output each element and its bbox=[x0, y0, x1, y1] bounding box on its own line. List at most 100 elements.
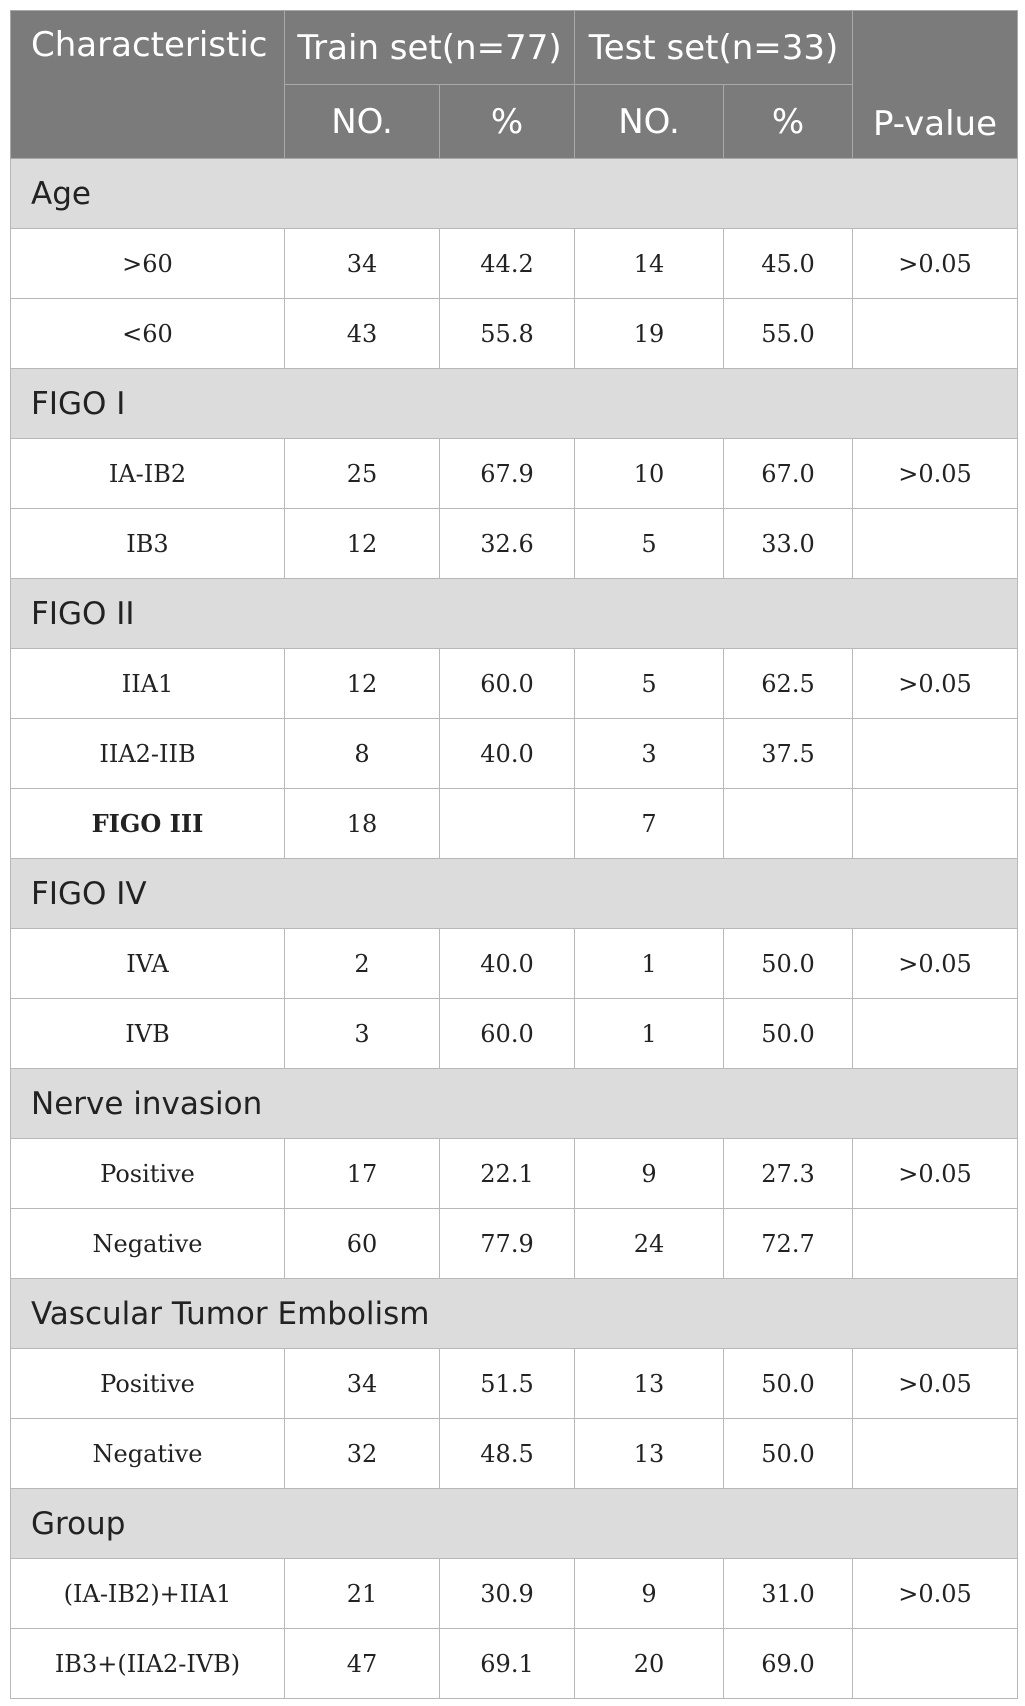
cell-train-no: 8 bbox=[284, 718, 440, 789]
row-label: IIA2-IIB bbox=[10, 718, 285, 789]
table-row: Negative 60 77.9 24 72.7 bbox=[10, 1208, 1018, 1279]
row-label: FIGO III bbox=[10, 788, 285, 859]
cell-test-no: 5 bbox=[574, 648, 724, 719]
cell-test-pct bbox=[723, 788, 853, 859]
row-label: IVB bbox=[10, 998, 285, 1069]
cell-test-pct: 27.3 bbox=[723, 1138, 853, 1209]
cell-test-no: 3 bbox=[574, 718, 724, 789]
section-row: Nerve invasion bbox=[10, 1068, 1018, 1139]
table-row: (IA-IB2)+IIA1 21 30.9 9 31.0 >0.05 bbox=[10, 1558, 1018, 1629]
cell-train-pct bbox=[439, 788, 575, 859]
table-row: FIGO III 18 7 bbox=[10, 788, 1018, 859]
cell-test-no: 9 bbox=[574, 1558, 724, 1629]
cell-test-no: 5 bbox=[574, 508, 724, 579]
cell-p-value: >0.05 bbox=[852, 1558, 1018, 1629]
section-label: Vascular Tumor Embolism bbox=[10, 1278, 1018, 1349]
header-p-value: P-value bbox=[852, 10, 1018, 159]
table-row: IB3 12 32.6 5 33.0 bbox=[10, 508, 1018, 579]
row-label: IB3+(IIA2-IVB) bbox=[10, 1628, 285, 1699]
cell-train-no: 43 bbox=[284, 298, 440, 369]
row-label: IVA bbox=[10, 928, 285, 999]
cell-train-pct: 51.5 bbox=[439, 1348, 575, 1419]
cell-test-pct: 45.0 bbox=[723, 228, 853, 299]
cell-p-value bbox=[852, 1628, 1018, 1699]
table-row: IA-IB2 25 67.9 10 67.0 >0.05 bbox=[10, 438, 1018, 509]
table-body: Age >60 34 44.2 14 45.0 >0.05 <60 43 55.8 19 55.0 FI… bbox=[10, 158, 1018, 1699]
cell-p-value bbox=[852, 1418, 1018, 1489]
cell-train-pct: 55.8 bbox=[439, 298, 575, 369]
cell-train-no: 17 bbox=[284, 1138, 440, 1209]
header-train-set: Train set(n=77) bbox=[284, 10, 575, 85]
cell-test-no: 1 bbox=[574, 928, 724, 999]
section-row: FIGO II bbox=[10, 578, 1018, 649]
cell-test-no: 13 bbox=[574, 1348, 724, 1419]
row-label: Positive bbox=[10, 1348, 285, 1419]
table-row: IVB 3 60.0 1 50.0 bbox=[10, 998, 1018, 1069]
characteristics-table: Characteristic Train set(n=77) Test set(… bbox=[10, 10, 1018, 1699]
section-label: Nerve invasion bbox=[10, 1068, 1018, 1139]
section-label: Group bbox=[10, 1488, 1018, 1559]
cell-p-value bbox=[852, 298, 1018, 369]
cell-test-pct: 72.7 bbox=[723, 1208, 853, 1279]
cell-train-no: 3 bbox=[284, 998, 440, 1069]
cell-train-pct: 60.0 bbox=[439, 998, 575, 1069]
cell-train-no: 12 bbox=[284, 508, 440, 579]
cell-train-no: 60 bbox=[284, 1208, 440, 1279]
cell-test-no: 24 bbox=[574, 1208, 724, 1279]
header-test-no: NO. bbox=[574, 84, 724, 159]
section-label: FIGO IV bbox=[10, 858, 1018, 929]
cell-train-no: 12 bbox=[284, 648, 440, 719]
cell-test-pct: 50.0 bbox=[723, 1348, 853, 1419]
table-row: <60 43 55.8 19 55.0 bbox=[10, 298, 1018, 369]
cell-test-no: 14 bbox=[574, 228, 724, 299]
cell-train-pct: 40.0 bbox=[439, 928, 575, 999]
table-container: Characteristic Train set(n=77) Test set(… bbox=[10, 10, 1018, 1699]
table-row: IIA2-IIB 8 40.0 3 37.5 bbox=[10, 718, 1018, 789]
cell-test-pct: 50.0 bbox=[723, 998, 853, 1069]
cell-test-pct: 55.0 bbox=[723, 298, 853, 369]
row-label: Negative bbox=[10, 1418, 285, 1489]
section-label: FIGO I bbox=[10, 368, 1018, 439]
row-label: Positive bbox=[10, 1138, 285, 1209]
cell-train-pct: 60.0 bbox=[439, 648, 575, 719]
section-row: FIGO IV bbox=[10, 858, 1018, 929]
row-label: IA-IB2 bbox=[10, 438, 285, 509]
cell-train-no: 47 bbox=[284, 1628, 440, 1699]
section-row: FIGO I bbox=[10, 368, 1018, 439]
table-header: Characteristic Train set(n=77) Test set(… bbox=[10, 10, 1018, 159]
cell-p-value bbox=[852, 998, 1018, 1069]
table-row: Positive 17 22.1 9 27.3 >0.05 bbox=[10, 1138, 1018, 1209]
cell-train-pct: 44.2 bbox=[439, 228, 575, 299]
cell-test-no: 9 bbox=[574, 1138, 724, 1209]
section-row: Age bbox=[10, 158, 1018, 229]
cell-test-pct: 33.0 bbox=[723, 508, 853, 579]
table-row: Negative 32 48.5 13 50.0 bbox=[10, 1418, 1018, 1489]
cell-train-no: 34 bbox=[284, 228, 440, 299]
cell-test-no: 13 bbox=[574, 1418, 724, 1489]
cell-train-pct: 32.6 bbox=[439, 508, 575, 579]
table-row: >60 34 44.2 14 45.0 >0.05 bbox=[10, 228, 1018, 299]
cell-train-pct: 40.0 bbox=[439, 718, 575, 789]
cell-test-no: 1 bbox=[574, 998, 724, 1069]
cell-p-value bbox=[852, 788, 1018, 859]
cell-train-no: 2 bbox=[284, 928, 440, 999]
cell-test-pct: 67.0 bbox=[723, 438, 853, 509]
cell-p-value bbox=[852, 1208, 1018, 1279]
header-train-pct: % bbox=[439, 84, 575, 159]
cell-test-no: 7 bbox=[574, 788, 724, 859]
cell-p-value: >0.05 bbox=[852, 1138, 1018, 1209]
section-label: FIGO II bbox=[10, 578, 1018, 649]
cell-p-value: >0.05 bbox=[852, 1348, 1018, 1419]
cell-p-value: >0.05 bbox=[852, 438, 1018, 509]
table-row: IVA 2 40.0 1 50.0 >0.05 bbox=[10, 928, 1018, 999]
cell-test-pct: 69.0 bbox=[723, 1628, 853, 1699]
row-label: IB3 bbox=[10, 508, 285, 579]
cell-test-pct: 31.0 bbox=[723, 1558, 853, 1629]
cell-p-value: >0.05 bbox=[852, 648, 1018, 719]
cell-train-no: 25 bbox=[284, 438, 440, 509]
section-row: Vascular Tumor Embolism bbox=[10, 1278, 1018, 1349]
section-label: Age bbox=[10, 158, 1018, 229]
cell-train-no: 32 bbox=[284, 1418, 440, 1489]
cell-train-pct: 67.9 bbox=[439, 438, 575, 509]
cell-p-value: >0.05 bbox=[852, 228, 1018, 299]
